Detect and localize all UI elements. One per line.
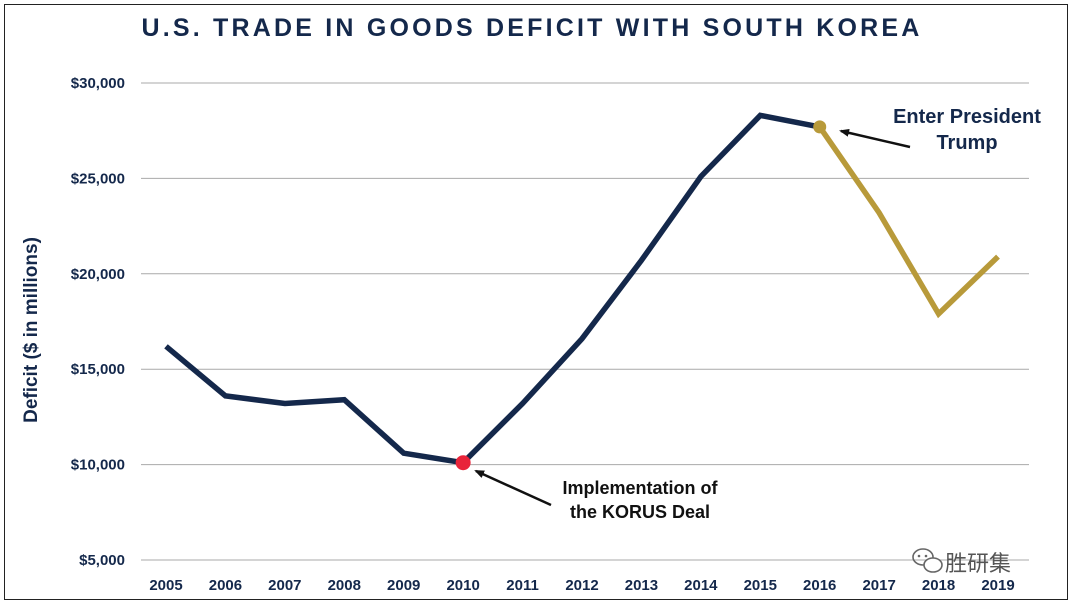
x-tick-label: 2017: [862, 577, 895, 594]
y-tick-labels: $5,000 $10,000 $15,000 $20,000 $25,000 $30,00…: [71, 75, 125, 569]
y-axis-label: Deficit ($ in millions): [21, 237, 42, 423]
y-tick-label: $25,000: [71, 170, 125, 187]
annotation-korus-arrow: [474, 469, 552, 507]
annotation-markers: [455, 120, 827, 471]
y-tick-label: $30,000: [71, 75, 125, 92]
x-tick-label: 2010: [446, 577, 479, 594]
y-tick-label: $15,000: [71, 361, 125, 378]
x-tick-label: 2014: [684, 577, 718, 594]
series-lines: [164, 112, 1000, 466]
x-tick-label: 2005: [149, 577, 182, 594]
x-tick-label: 2009: [387, 577, 420, 594]
y-tick-label: $10,000: [71, 457, 125, 474]
x-tick-label: 2013: [625, 577, 658, 594]
x-tick-label: 2018: [922, 577, 955, 594]
x-tick-label: 2012: [565, 577, 598, 594]
chart-title: U.S. TRADE IN GOODS DEFICIT WITH SOUTH K…: [141, 14, 922, 42]
grid-layer: [141, 82, 1029, 561]
watermark-text: 胜研集: [945, 552, 1011, 577]
annotation-korus-line2: the KORUS Deal: [570, 502, 710, 522]
annotation-trump-arrow: [839, 128, 911, 149]
annotation-marker: [455, 455, 471, 471]
annotation-marker: [813, 120, 827, 134]
watermark: 胜研集: [912, 548, 1011, 577]
line-chart: U.S. TRADE IN GOODS DEFICIT WITH SOUTH K…: [21, 14, 1041, 594]
annotation-korus-line1: Implementation of: [562, 478, 718, 498]
x-tick-label: 2016: [803, 577, 836, 594]
x-tick-label: 2006: [209, 577, 242, 594]
wechat-icon: [912, 548, 943, 573]
annotation-trump-line2: Trump: [936, 132, 997, 154]
y-tick-label: $20,000: [71, 266, 125, 283]
y-tick-label: $5,000: [79, 552, 125, 569]
x-tick-label: 2007: [268, 577, 301, 594]
series-line-trump: [817, 125, 1000, 319]
x-tick-label: 2019: [981, 577, 1014, 594]
x-tick-label: 2008: [328, 577, 361, 594]
x-tick-label: 2011: [506, 577, 539, 594]
x-tick-labels: 2005 2006 2007 2008 2009 2010 2011 2012 2013 2014…: [149, 577, 1014, 594]
chart-frame: U.S. TRADE IN GOODS DEFICIT WITH SOUTH K…: [4, 4, 1068, 600]
x-tick-label: 2015: [744, 577, 777, 594]
annotation-trump-line1: Enter President: [893, 106, 1041, 128]
series-line-pre-trump: [164, 112, 821, 466]
